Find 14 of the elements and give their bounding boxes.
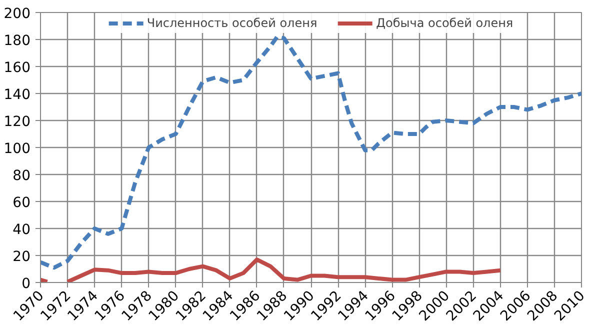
y-tick-label: 120 xyxy=(4,114,31,130)
y-tick-label: 80 xyxy=(12,168,31,184)
y-tick-label: 40 xyxy=(12,222,31,238)
y-tick-label: 200 xyxy=(4,6,31,22)
y-tick-label: 0 xyxy=(22,276,31,292)
y-tick-label: 60 xyxy=(12,195,31,211)
y-tick-label: 160 xyxy=(4,60,31,76)
y-tick-label: 140 xyxy=(4,87,31,103)
y-tick-label: 180 xyxy=(4,33,31,49)
y-tick-label: 100 xyxy=(4,141,31,157)
line-series xyxy=(40,34,582,270)
legend-label: Добыча особей оленя xyxy=(376,16,514,30)
y-tick-label: 20 xyxy=(12,249,31,265)
legend-label: Численность особей оленя xyxy=(146,16,318,30)
